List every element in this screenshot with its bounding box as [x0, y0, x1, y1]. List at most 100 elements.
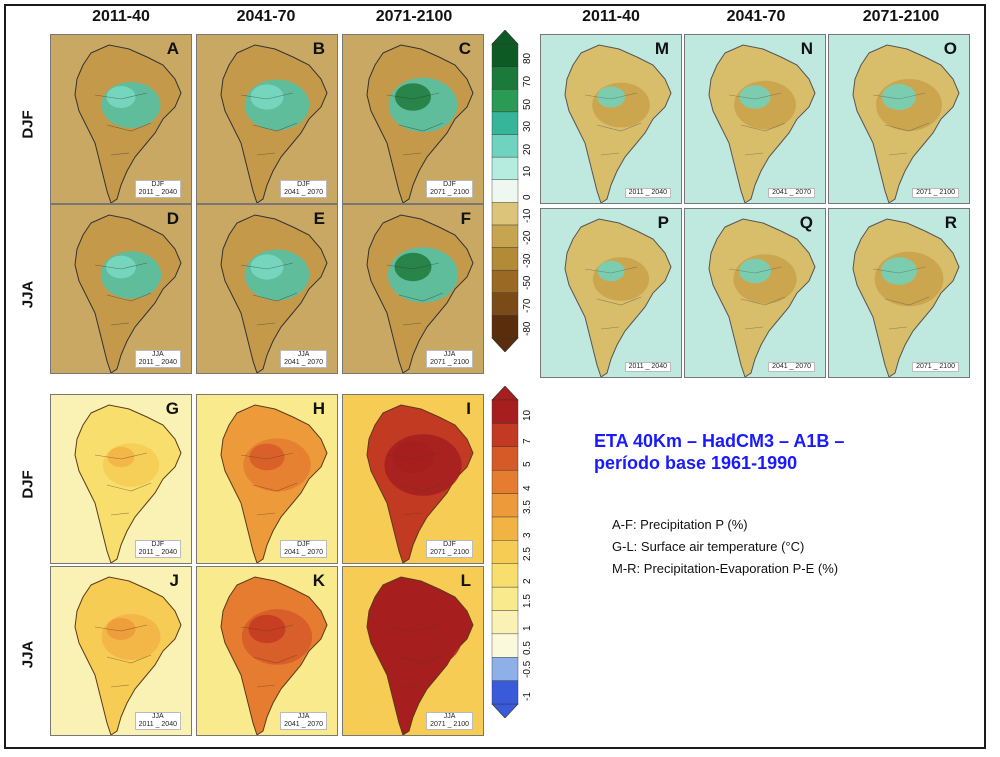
precip-colorbar-swatch [491, 269, 519, 293]
temp-colorbar-tick-label: 5 [522, 461, 533, 468]
panel-years-caption: 2041 _ 2070 [284, 721, 323, 728]
panel-years-caption: 2041 _ 2070 [284, 359, 323, 366]
map-panel-b: B DJF 2041 _ 2070 [196, 34, 338, 204]
legend-precipitation: A-F: Precipitation P (%) [612, 517, 748, 532]
panel-season-caption: DJF [443, 181, 456, 188]
map-graphic [343, 205, 483, 373]
precip-colorbar-tick-label: 50 [522, 98, 533, 110]
panel-years-caption: 2011 _ 2040 [138, 549, 177, 556]
precip-colorbar-swatch [491, 202, 519, 226]
map-panel-k: K JJA 2041 _ 2070 [196, 566, 338, 736]
panel-letter: K [312, 571, 325, 590]
precip-colorbar-swatch [491, 292, 519, 316]
temp-colorbar-tick-label: 1.5 [522, 593, 533, 608]
panel-years-caption: 2041 _ 2070 [772, 189, 811, 196]
map-graphic [541, 35, 681, 203]
panel-letter: B [312, 39, 325, 58]
precip-colorbar-swatch [491, 89, 519, 113]
variable-legend: A-F: Precipitation P (%) G-L: Surface ai… [612, 514, 838, 580]
temp-colorbar-tick-label: 3.5 [522, 500, 533, 515]
precip-colorbar-swatch [491, 179, 519, 203]
map-panel-m: M 2011 _ 2040 [540, 34, 682, 204]
panel-period-caption: DJF 2041 _ 2070 [280, 180, 327, 198]
legend-precip-evap: M-R: Precipitation-Evaporation P-E (%) [612, 561, 839, 576]
figure-title-line-1: ETA 40Km – HadCM3 – A1B – [594, 431, 845, 451]
map-panel-j: J JJA 2011 _ 2040 [50, 566, 192, 736]
temp-colorbar-tick-label: 7 [522, 438, 533, 445]
panel-season-caption: DJF [151, 181, 165, 188]
panel-period-caption: JJA 2011 _ 2040 [134, 712, 181, 730]
panel-letter: G [165, 399, 179, 418]
temp-colorbar-swatch [491, 446, 519, 471]
figure-title: ETA 40Km – HadCM3 – A1B – período base 1… [594, 430, 844, 474]
period-header-left-2: 2041-70 [236, 8, 296, 25]
map-panel-r: R 2071 _ 2100 [828, 208, 970, 378]
precip-colorbar-swatch [491, 224, 519, 248]
temp-colorbar-tick-label: 4 [522, 485, 533, 491]
precip-colorbar-tick-label: -30 [522, 253, 533, 268]
panel-years-caption: 2011 _ 2040 [628, 189, 667, 196]
temperature-colorbar: -1 -0.5 0.5 1 1.5 2 2.5 3 3.5 4 5 7 10 [490, 385, 533, 719]
temp-colorbar-swatch [491, 493, 519, 518]
map-panel-q: Q 2041 _ 2070 [684, 208, 826, 378]
panel-season-caption: JJA [151, 351, 164, 358]
panel-letter: D [166, 209, 179, 228]
map-graphic [343, 567, 483, 735]
panel-years-caption: 2071 _ 2100 [430, 549, 469, 556]
precip-colorbar-tick-label: -50 [522, 276, 533, 291]
panel-years-caption: 2041 _ 2070 [284, 189, 323, 196]
panel-season-caption: DJF [297, 181, 310, 188]
panel-years-caption: 2011 _ 2040 [138, 359, 177, 366]
map-panel-f: F JJA 2071 _ 2100 [342, 204, 484, 374]
precip-colorbar-swatch [491, 315, 519, 339]
panel-letter: M [654, 39, 669, 58]
temp-colorbar-swatch [491, 610, 519, 635]
panel-letter: C [458, 39, 471, 58]
panel-letter: J [169, 571, 179, 590]
panel-years-caption: 2071 _ 2100 [430, 721, 469, 728]
temperature-colorbar-graphic [491, 385, 519, 719]
temp-colorbar-swatch [491, 633, 519, 658]
precip-colorbar-tick-label: 80 [522, 53, 533, 65]
precip-colorbar-tick-label: -10 [522, 208, 533, 223]
temp-colorbar-tick-label: -0.5 [522, 660, 533, 678]
map-graphic [197, 35, 337, 203]
season-label-jja-2: JJA [19, 640, 37, 669]
map-graphic [197, 205, 337, 373]
panel-season-caption: JJA [297, 713, 310, 720]
panel-season-caption: DJF [443, 541, 456, 548]
temp-colorbar-tick-label: 2 [522, 578, 533, 585]
map-graphic [51, 35, 191, 203]
panel-period-caption: 2011 _ 2040 [624, 188, 671, 198]
panel-years-caption: 2071 _ 2100 [916, 189, 955, 196]
panel-period-caption: JJA 2071 _ 2100 [426, 712, 473, 730]
temp-colorbar-swatch [491, 680, 519, 705]
map-graphic [51, 395, 191, 563]
map-graphic [51, 567, 191, 735]
panel-period-caption: DJF 2011 _ 2040 [134, 180, 181, 198]
map-panel-e: E JJA 2041 _ 2070 [196, 204, 338, 374]
panel-letter: H [312, 399, 325, 418]
map-graphic [343, 35, 483, 203]
map-panel-i: I DJF 2071 _ 2100 [342, 394, 484, 564]
temp-colorbar-tick-label: 3 [522, 532, 533, 538]
period-header-right-2: 2041-70 [726, 8, 786, 25]
temp-colorbar-swatch [491, 469, 519, 494]
precip-colorbar-tick-label: 10 [522, 166, 533, 178]
panel-period-caption: 2011 _ 2040 [624, 362, 671, 372]
temp-colorbar-swatch [491, 540, 519, 564]
precip-colorbar-swatch [491, 43, 519, 67]
map-panel-a: A DJF 2011 _ 2040 [50, 34, 192, 204]
panel-letter: Q [799, 213, 813, 232]
map-graphic [685, 209, 825, 377]
panel-season-caption: DJF [151, 541, 165, 548]
season-label-djf-1: DJF [19, 110, 37, 139]
panel-letter: O [943, 39, 957, 58]
map-panel-h: H DJF 2041 _ 2070 [196, 394, 338, 564]
precip-colorbar-tick-label: -80 [522, 321, 533, 336]
figure-title-line-2: período base 1961-1990 [594, 453, 798, 473]
temp-colorbar-tick-label: 2.5 [522, 547, 533, 561]
panel-period-caption: JJA 2041 _ 2070 [280, 712, 327, 730]
temp-colorbar-swatch [491, 563, 519, 588]
panel-period-caption: 2041 _ 2070 [768, 362, 815, 372]
